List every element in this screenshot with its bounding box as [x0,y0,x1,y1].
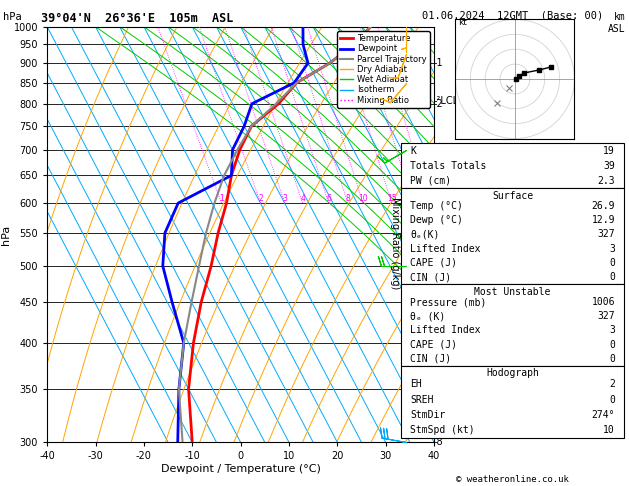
Text: -4: -4 [434,198,443,208]
Text: 6: 6 [326,194,331,203]
Text: 3: 3 [609,243,615,254]
Text: -3: -3 [434,145,443,155]
Text: -1: -1 [434,58,443,68]
Text: 3: 3 [609,326,615,335]
Text: CIN (J): CIN (J) [410,354,452,364]
Text: Temp (°C): Temp (°C) [410,201,463,211]
Text: 327: 327 [598,229,615,240]
Text: Lifted Index: Lifted Index [410,243,481,254]
Text: -2: -2 [434,99,444,109]
Text: θₑ (K): θₑ (K) [410,312,445,321]
Text: 10: 10 [358,194,368,203]
Text: θₑ(K): θₑ(K) [410,229,440,240]
Text: 327: 327 [598,312,615,321]
Text: K: K [410,146,416,156]
Text: 2.3: 2.3 [598,175,615,186]
Text: 4: 4 [300,194,305,203]
Text: 2: 2 [259,194,263,203]
Text: 25: 25 [424,194,434,203]
Text: -5: -5 [434,228,444,238]
Text: Lifted Index: Lifted Index [410,326,481,335]
Bar [401,143,625,188]
Text: 1006: 1006 [591,297,615,307]
Text: EH: EH [410,379,422,389]
Bar [401,284,625,366]
Text: km
ASL: km ASL [608,12,626,34]
Text: -7: -7 [434,338,444,348]
Text: -6: -6 [434,261,443,271]
Text: kt: kt [459,18,467,27]
Text: 19: 19 [603,146,615,156]
Text: -²LCL: -²LCL [434,96,459,106]
Text: SREH: SREH [410,395,434,405]
Text: 2: 2 [609,379,615,389]
Text: 0: 0 [609,258,615,268]
Text: CIN (J): CIN (J) [410,272,452,282]
Text: Hodograph: Hodograph [486,368,539,379]
Text: Most Unstable: Most Unstable [474,287,551,297]
Text: 0: 0 [609,354,615,364]
Text: 39°04'N  26°36'E  105m  ASL: 39°04'N 26°36'E 105m ASL [41,12,233,25]
Bar [401,366,625,438]
Text: 8: 8 [345,194,350,203]
Text: 12.9: 12.9 [591,215,615,225]
Text: 39: 39 [603,161,615,171]
Text: Mixing Ratio (g/kg): Mixing Ratio (g/kg) [390,197,400,289]
Text: 1: 1 [219,194,224,203]
Text: PW (cm): PW (cm) [410,175,452,186]
Text: StmSpd (kt): StmSpd (kt) [410,425,475,435]
Text: CAPE (J): CAPE (J) [410,340,457,349]
Text: 10: 10 [603,425,615,435]
Text: 274°: 274° [591,410,615,420]
Text: 0: 0 [609,395,615,405]
Text: 15: 15 [387,194,396,203]
Text: Surface: Surface [492,191,533,201]
Text: 3: 3 [282,194,287,203]
Text: Totals Totals: Totals Totals [410,161,487,171]
Text: Pressure (mb): Pressure (mb) [410,297,487,307]
Text: 0: 0 [609,272,615,282]
Text: © weatheronline.co.uk: © weatheronline.co.uk [456,474,569,484]
Text: 0: 0 [609,340,615,349]
Text: StmDir: StmDir [410,410,445,420]
Text: 20: 20 [408,194,417,203]
Legend: Temperature, Dewpoint, Parcel Trajectory, Dry Adiabat, Wet Adiabat, Isotherm, Mi: Temperature, Dewpoint, Parcel Trajectory… [337,31,430,108]
Text: hPa: hPa [3,12,22,22]
Text: -8: -8 [434,437,443,447]
Text: Dewp (°C): Dewp (°C) [410,215,463,225]
Text: CAPE (J): CAPE (J) [410,258,457,268]
Text: 01.06.2024  12GMT  (Base: 00): 01.06.2024 12GMT (Base: 00) [422,11,603,21]
Bar [401,188,625,284]
Y-axis label: hPa: hPa [1,225,11,244]
X-axis label: Dewpoint / Temperature (°C): Dewpoint / Temperature (°C) [160,464,321,474]
Text: 26.9: 26.9 [591,201,615,211]
